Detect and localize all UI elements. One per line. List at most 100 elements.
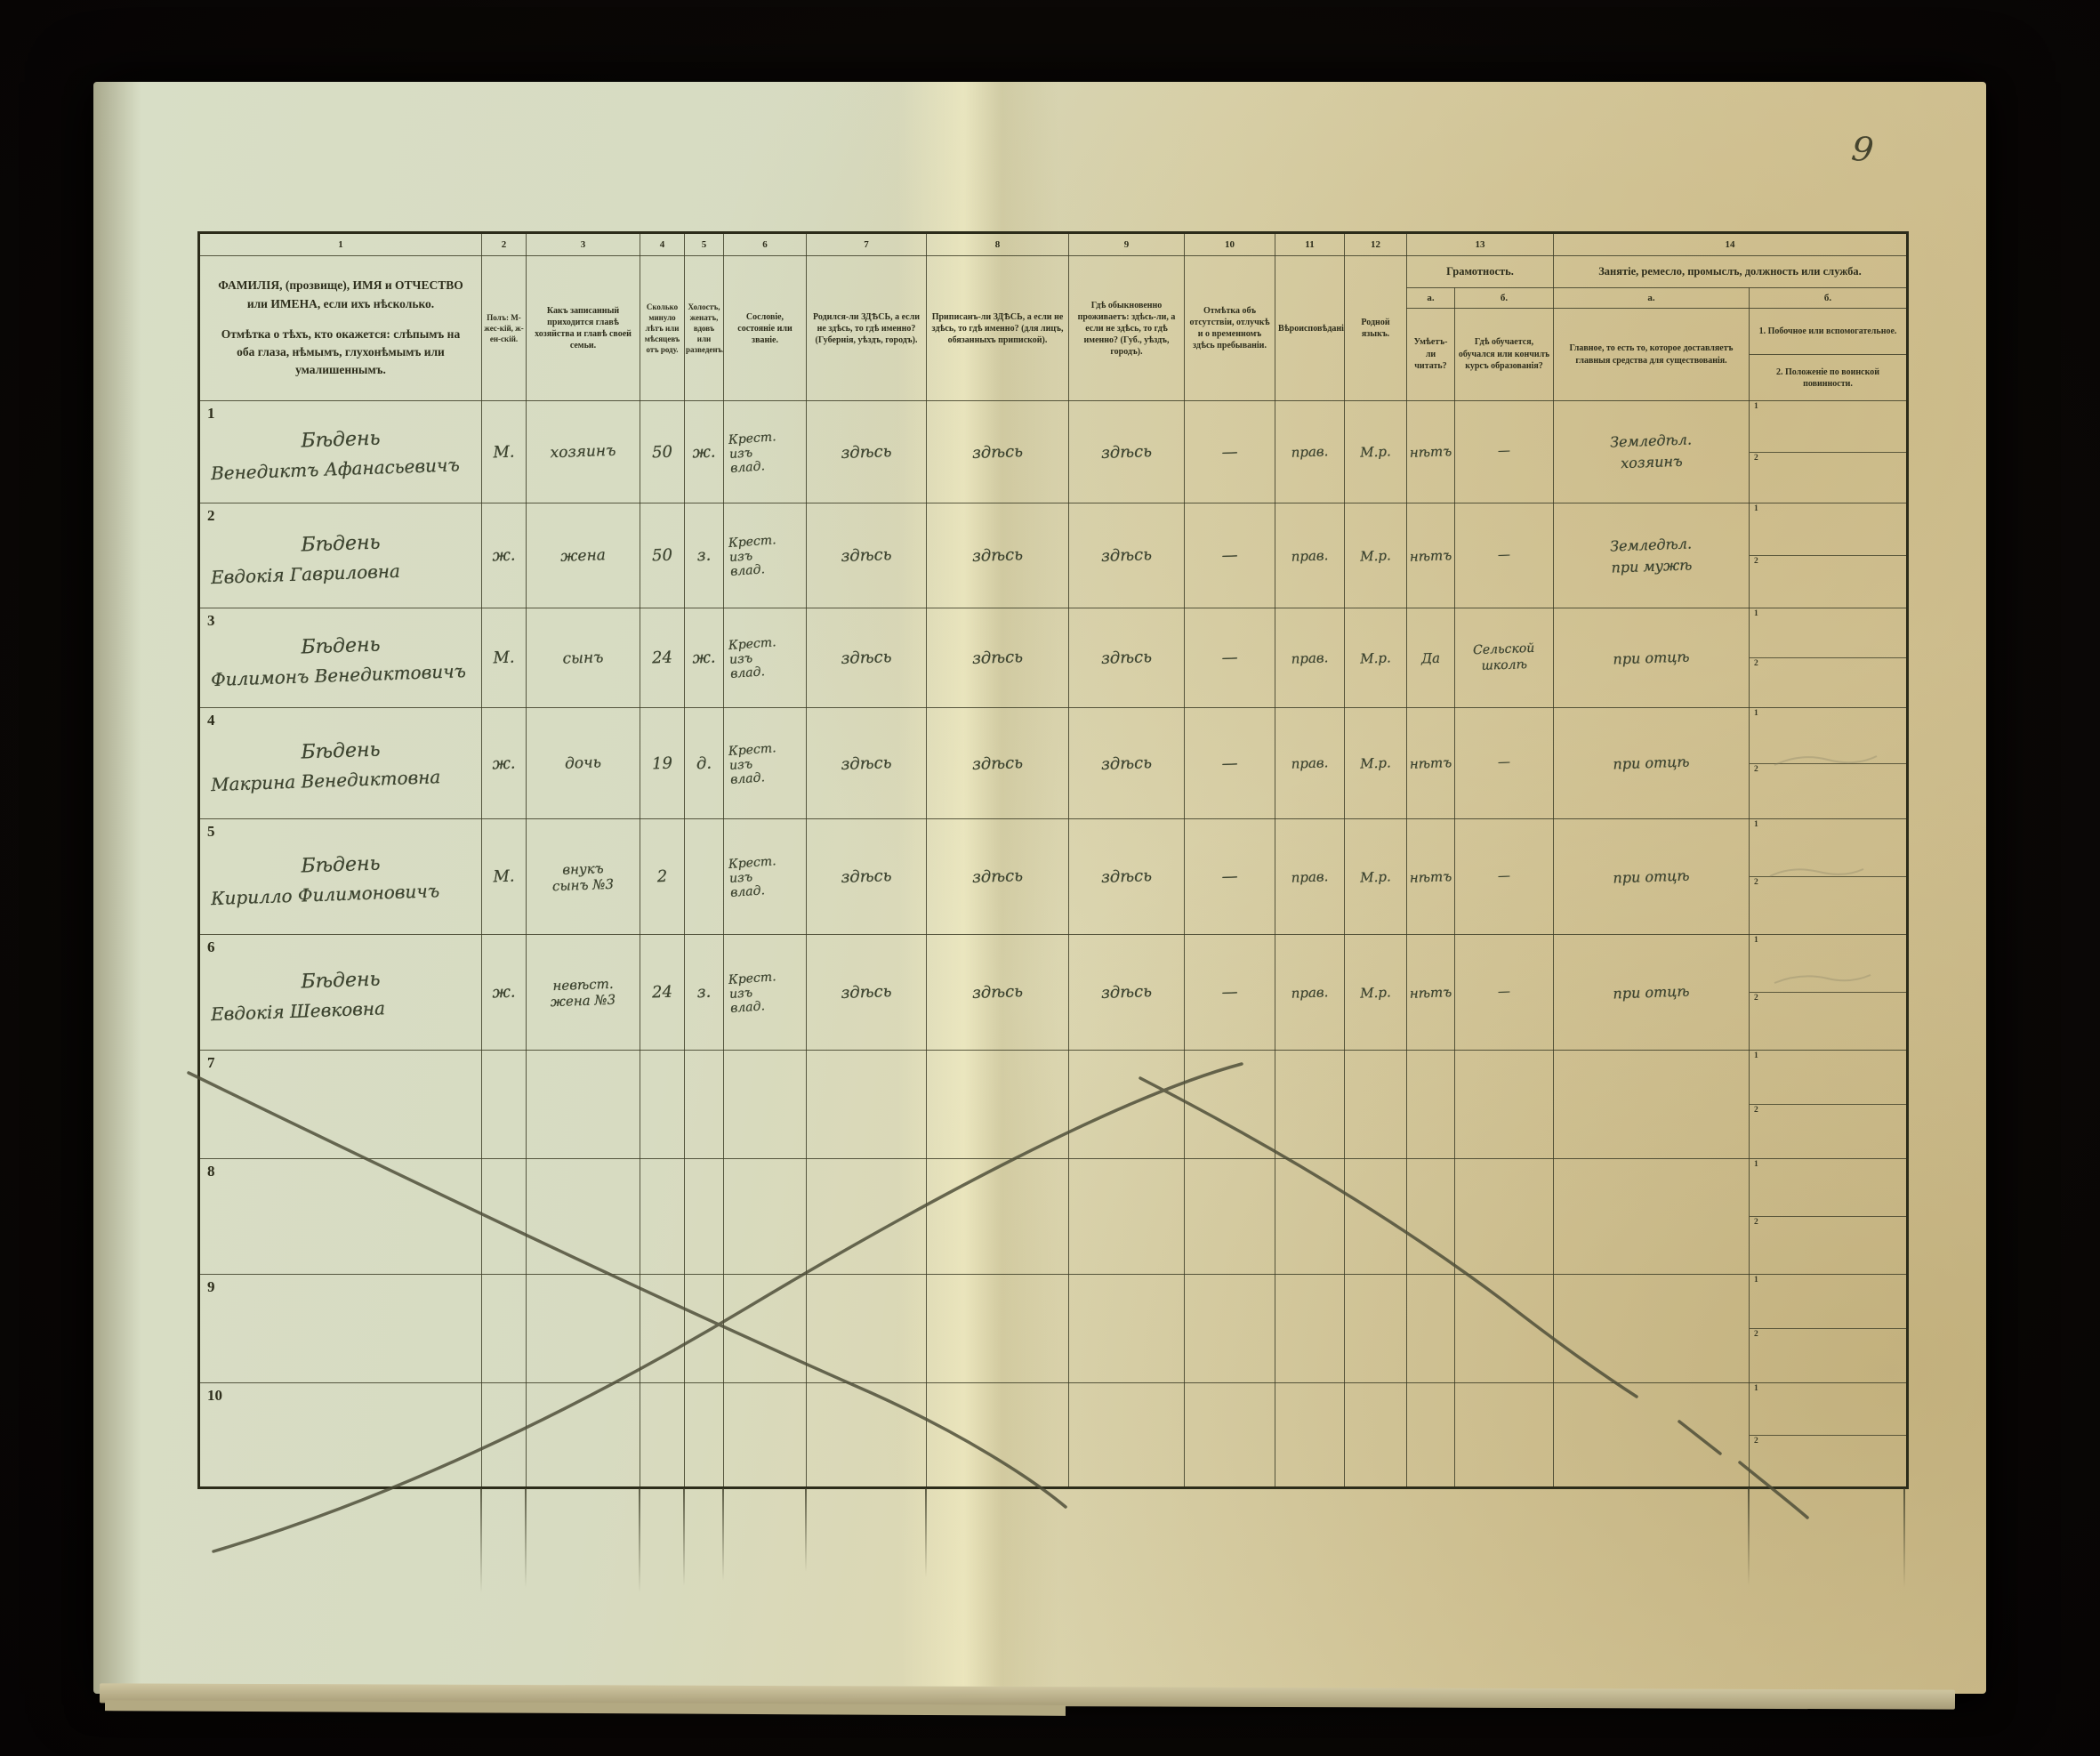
cell-residence: здѣсь [1068,608,1185,708]
col-num-8: 8 [926,232,1069,256]
rule-stub [722,1488,724,1581]
cell-sex: М. [481,818,527,935]
table-row: 5 Бѣдень Кирилло Филимоновичъ М. внукъ сы… [198,818,1908,935]
header-education: Гдѣ обучается, обучался или кончилъ курс… [1454,308,1554,401]
header-row: ФАМИЛІЯ, (прозвище), ИМЯ и ОТЧЕСТВО или … [198,255,1908,401]
rule-stub [525,1488,527,1588]
cell-age: 50 [640,503,685,608]
col-num-12: 12 [1344,232,1407,256]
cell-sex: ж. [481,707,527,819]
column-number-row: 1 2 3 4 5 6 7 8 9 10 11 12 13 14 [198,232,1908,256]
cell-residence: здѣсь [1068,818,1185,935]
header-sublabel-row: а. б. а. б. [199,287,1908,309]
cell-registration: здѣсь [926,400,1069,503]
col-num-13: 13 [1406,232,1554,256]
cell-education: — [1454,707,1554,819]
cell-birthplace: здѣсь [806,608,927,708]
cell-literacy: нѣтъ [1406,707,1455,819]
col-num-9: 9 [1068,232,1185,256]
table-row: 2 Бѣдень Евдокія Гавриловна ж. жена 50 з… [198,503,1908,608]
cell-education: — [1454,934,1554,1051]
cell-birthplace: здѣсь [806,400,927,503]
cell-estate: Крест. изъ влад. [723,934,807,1051]
cell-age: 2 [640,818,685,935]
cell-religion: прав. [1275,503,1345,608]
cell-literacy: нѣтъ [1406,400,1455,503]
cell-absence: — [1184,818,1275,935]
header-registration: Приписанъ-ли ЗДѢСЬ, а если не здѣсь, то … [926,255,1069,401]
col-num-5: 5 [684,232,724,256]
cell-relation: невѣст. жена №3 [526,934,640,1051]
cell-name: 7 [198,1050,482,1159]
rule-stub [925,1488,927,1577]
cell-absence: — [1184,503,1275,608]
cell-marital [684,818,724,935]
cell-language: М.р. [1344,400,1407,503]
col-num-1: 1 [198,232,482,256]
cell-registration: здѣсь [926,707,1069,819]
cell-registration: здѣсь [926,503,1069,608]
cell-estate: Крест. изъ влад. [723,503,807,608]
cell-education: — [1454,503,1554,608]
cell-estate: Крест. изъ влад. [723,400,807,503]
sublabel-14b: б. [1749,287,1908,309]
header-main-occupation: Главное, то есть то, которое доставляетъ… [1553,308,1750,401]
cell-registration: здѣсь [926,934,1069,1051]
cell-birthplace: здѣсь [806,934,927,1051]
cell-residence: здѣсь [1068,934,1185,1051]
cell-sex: ж. [481,503,527,608]
cell-marital: з. [684,934,724,1051]
surname: Бѣдень [301,632,381,659]
cell-sex: ж. [481,934,527,1051]
header-marital: Холостъ, женатъ, вдовъ или разведенъ. [684,255,724,401]
cell-occupation: Земледѣл. хозяинъ [1553,400,1750,503]
cell-name: 1 Бѣдень Венедиктъ Афанасьевичъ [198,400,482,503]
cell-religion: прав. [1275,707,1345,819]
header-secondary-1: 1. Побочное или вспомогательное. [1758,326,1897,336]
cell-literacy: нѣтъ [1406,934,1455,1051]
row-number: 10 [207,1387,222,1404]
header-literacy-group: Грамотность. [1406,255,1554,288]
given-name: Макрина Венедиктовна [210,766,441,796]
row-number: 3 [207,612,215,629]
row-number: 5 [207,823,215,840]
cell-residence: здѣсь [1068,503,1185,608]
cell-name: 6 Бѣдень Евдокія Шевковна [198,934,482,1051]
cell-education: — [1454,400,1554,503]
header-secondary-occupation: 1. Побочное или вспомогательное. 2. Поло… [1749,308,1908,401]
cell-sex: М. [481,400,527,503]
cell-registration: здѣсь [926,608,1069,708]
cell-marital: з. [684,503,724,608]
cell-birthplace: здѣсь [806,818,927,935]
sublabel-13b: б. [1454,287,1554,309]
cell-name: 8 [198,1158,482,1275]
sublabel-14a: а. [1553,287,1750,309]
rule-stub [480,1488,482,1593]
surname: Бѣдень [301,851,381,878]
table-row: 3 Бѣдень Филимонъ Венедиктовичъ М. сынъ … [198,608,1908,708]
cell-absence: — [1184,400,1275,503]
rule-stub [683,1488,685,1586]
col-num-4: 4 [640,232,685,256]
table-row: 6 Бѣдень Евдокія Шевковна ж. невѣст. жена… [198,934,1908,1051]
cell-age: 19 [640,707,685,819]
cell-occupation: Земледѣл. при мужѣ [1553,503,1750,608]
cell-registration: здѣсь [926,818,1069,935]
table-row: 1 Бѣдень Венедиктъ Афанасьевичъ М. хозяи… [198,400,1908,503]
cell-marital: ж. [684,608,724,708]
cell-age: 24 [640,608,685,708]
header-detail-row: Умѣетъ-ли читать? Гдѣ обучается, обучалс… [199,308,1908,401]
col-num-6: 6 [723,232,807,256]
given-name: Евдокія Шевковна [210,996,386,1025]
cell-estate: Крест. изъ влад. [723,608,807,708]
cell-relation: жена [526,503,640,608]
header-birthplace: Родился-ли ЗДѢСЬ, а если не здѣсь, то гд… [806,255,927,401]
rule-stub [1903,1488,1905,1588]
